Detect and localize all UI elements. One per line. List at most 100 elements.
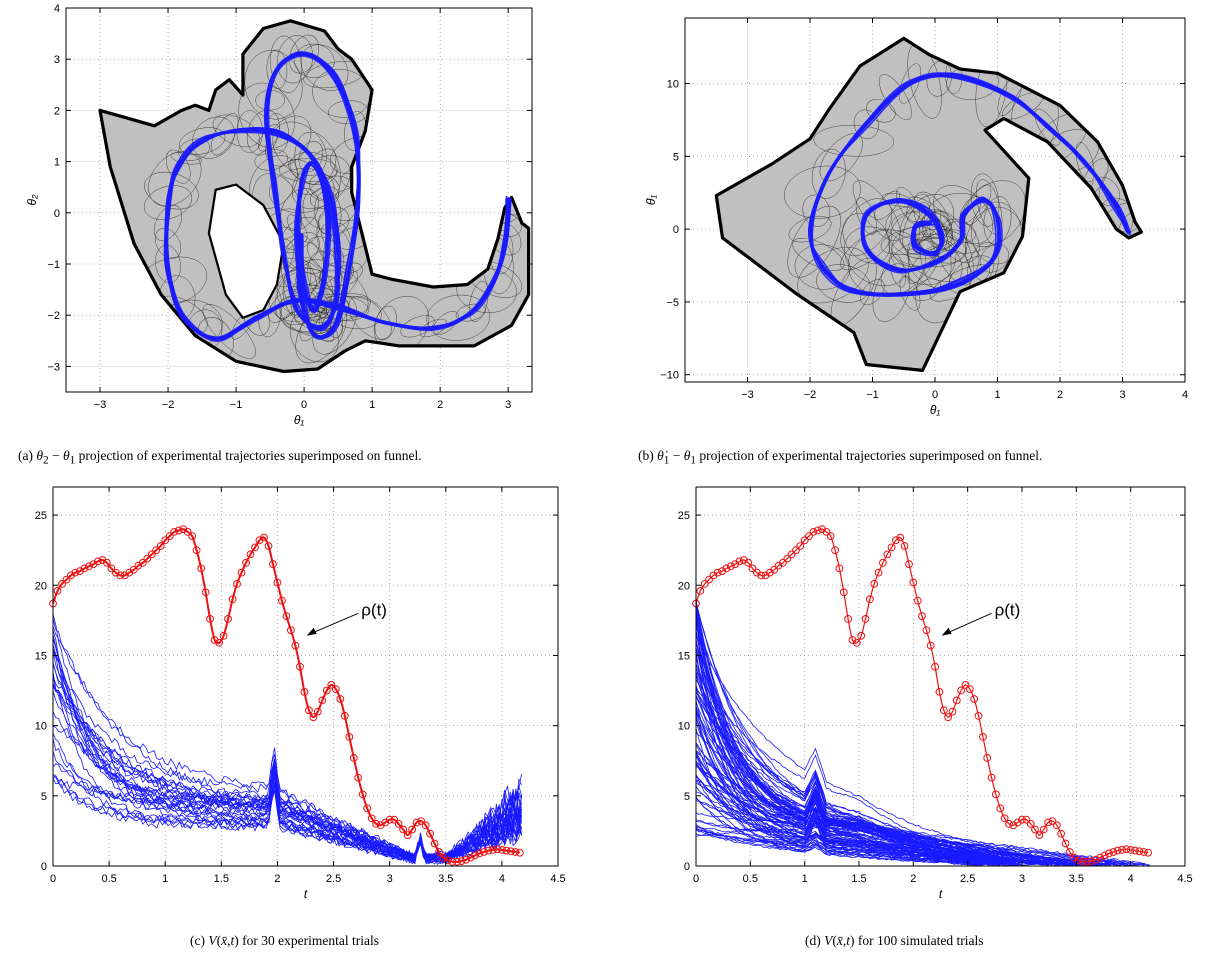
- y-tick-label: 5: [41, 791, 47, 803]
- rho-marker: [480, 848, 488, 856]
- y-tick-label: 25: [35, 510, 47, 522]
- rho-marker: [709, 571, 718, 580]
- rho-marker: [961, 681, 970, 689]
- rho-marker: [260, 533, 268, 542]
- funnel-ellipse: [844, 226, 910, 287]
- x-tick-label: 4: [499, 873, 505, 885]
- rho-marker: [493, 845, 502, 854]
- rho-marker: [879, 558, 887, 567]
- rho-marker: [722, 564, 731, 573]
- trajectory-line: [164, 52, 510, 340]
- y-tick-label: 10: [667, 79, 679, 91]
- rho-marker: [421, 821, 430, 830]
- rho-marker: [874, 568, 883, 577]
- x-tick-label: 2: [910, 873, 916, 885]
- rho-marker: [246, 550, 255, 559]
- funnel-ellipse: [419, 318, 448, 338]
- rho-marker: [466, 853, 475, 862]
- funnel-ellipse: [212, 114, 260, 148]
- rho-marker: [835, 564, 844, 573]
- rho-marker: [1018, 815, 1026, 824]
- caption-d: (d) V(x̄,t) for 100 simulated trials: [805, 933, 984, 948]
- rho-marker: [336, 695, 345, 703]
- rho-marker: [822, 528, 831, 536]
- x-tick-label: 3: [1119, 389, 1125, 401]
- rho-marker: [363, 804, 372, 813]
- rho-marker: [744, 558, 753, 567]
- funnel-ellipse: [433, 311, 459, 335]
- rho-marker: [94, 557, 102, 566]
- funnel-ellipse: [278, 158, 339, 183]
- x-tick-label: −3: [94, 399, 107, 411]
- rho-marker: [1074, 856, 1083, 865]
- rho-marker: [1087, 857, 1096, 866]
- rho-marker: [726, 562, 735, 571]
- rho-marker: [992, 790, 1000, 799]
- rho-marker: [269, 560, 277, 569]
- funnel-ellipse: [266, 49, 288, 90]
- funnel-ellipse: [913, 191, 953, 250]
- x-tick-label: 1.5: [214, 873, 229, 885]
- rho-marker: [944, 713, 953, 722]
- rho-marker: [909, 578, 918, 587]
- rho-marker: [1079, 857, 1087, 866]
- rho-marker: [417, 817, 426, 826]
- rho-marker: [107, 564, 116, 573]
- trial-curve: [52, 683, 522, 862]
- rho-marker: [1065, 848, 1074, 856]
- rho-marker: [887, 543, 896, 552]
- funnel-ellipse: [348, 296, 392, 340]
- annotation-arrow: [947, 612, 992, 634]
- y-tick-label: 0: [41, 861, 47, 873]
- funnel-ellipse: [400, 315, 435, 338]
- trial-curve: [52, 635, 522, 862]
- trial-curves: [695, 600, 1150, 867]
- funnel-ellipse: [902, 202, 931, 251]
- rho-marker: [448, 857, 457, 866]
- funnel-ellipse: [1075, 141, 1095, 183]
- annotation-arrow: [312, 612, 359, 634]
- funnel-ellipse: [872, 263, 910, 322]
- funnel-ellipse: [899, 63, 921, 104]
- rho-markers: [692, 525, 1152, 866]
- rho-marker: [129, 565, 138, 574]
- rho-curve: [695, 528, 1149, 863]
- rho-marker: [1057, 829, 1066, 838]
- x-tick-label: 1: [802, 873, 808, 885]
- rho-marker: [507, 847, 515, 856]
- rho-marker: [870, 580, 879, 588]
- rho-marker: [237, 568, 246, 577]
- rho-marker: [866, 595, 874, 604]
- rho-marker: [287, 626, 295, 635]
- funnel-ellipse: [165, 149, 191, 184]
- annotation-rho: ρ(t): [995, 600, 1021, 619]
- rho-marker: [233, 580, 241, 588]
- caption-a: (a) θ2 − θ1 projection of experimental t…: [18, 448, 422, 467]
- funnel-ellipse: [178, 127, 226, 155]
- rho-marker: [453, 857, 461, 866]
- rho-marker: [354, 773, 363, 782]
- rho-marker: [412, 818, 421, 827]
- x-tick-label: 4: [1182, 389, 1188, 401]
- funnel-ellipse: [269, 168, 335, 214]
- plot-frame: [52, 486, 559, 867]
- rho-marker: [926, 641, 935, 650]
- rho-marker: [813, 526, 822, 535]
- y-tick-label: 10: [35, 721, 47, 733]
- x-tick-label: 1: [994, 389, 1000, 401]
- rho-marker: [291, 641, 300, 650]
- trial-curve: [52, 685, 522, 861]
- rho-marker: [826, 532, 835, 540]
- rho-marker: [1113, 846, 1122, 855]
- rho-marker: [705, 575, 713, 584]
- chart-a-theta2-vs-theta1: −3 −2 −1 0 1 2 3 −3 −2 −1 0 1 2 3 4 θ₁ θ₂: [25, 3, 533, 427]
- funnel-ellipse: [783, 165, 862, 219]
- rho-marker: [1096, 853, 1105, 862]
- y-tick-label: 2: [54, 105, 60, 117]
- rho-marker: [1061, 839, 1070, 848]
- funnel-ellipse: [813, 125, 895, 157]
- x-tick-label: 3.5: [438, 873, 453, 885]
- rho-marker: [844, 615, 853, 623]
- rho-marker: [188, 532, 197, 540]
